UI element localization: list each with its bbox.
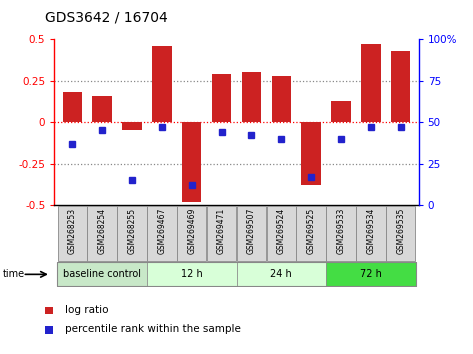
Text: GSM269535: GSM269535 (396, 207, 405, 254)
FancyBboxPatch shape (266, 206, 296, 261)
Text: GSM269525: GSM269525 (307, 207, 315, 254)
Bar (123, 122, 142, 130)
FancyBboxPatch shape (297, 206, 326, 261)
Text: time: time (2, 269, 25, 279)
FancyBboxPatch shape (177, 206, 207, 261)
Text: GDS3642 / 16704: GDS3642 / 16704 (45, 11, 168, 25)
Bar (62, 92, 82, 122)
Bar (301, 122, 321, 185)
Text: GSM269471: GSM269471 (217, 207, 226, 254)
Text: baseline control: baseline control (63, 269, 141, 279)
FancyBboxPatch shape (356, 206, 385, 261)
Text: 72 h: 72 h (360, 269, 382, 279)
Text: GSM269534: GSM269534 (367, 207, 376, 254)
Bar (272, 75, 291, 122)
Text: GSM268254: GSM268254 (97, 207, 106, 254)
Text: log ratio: log ratio (65, 305, 109, 315)
FancyBboxPatch shape (326, 262, 416, 286)
Text: GSM269507: GSM269507 (247, 207, 256, 254)
Bar (242, 72, 261, 122)
Text: 12 h: 12 h (181, 269, 202, 279)
Bar (152, 46, 172, 122)
FancyBboxPatch shape (207, 206, 236, 261)
Bar (391, 51, 411, 122)
Text: GSM269469: GSM269469 (187, 207, 196, 254)
Bar (182, 122, 201, 202)
Bar (212, 74, 231, 122)
Text: GSM269467: GSM269467 (158, 207, 166, 254)
FancyBboxPatch shape (386, 206, 415, 261)
FancyBboxPatch shape (326, 206, 356, 261)
Text: 24 h: 24 h (271, 269, 292, 279)
FancyBboxPatch shape (117, 206, 147, 261)
FancyBboxPatch shape (147, 262, 236, 286)
Text: GSM269524: GSM269524 (277, 207, 286, 254)
FancyBboxPatch shape (57, 262, 147, 286)
FancyBboxPatch shape (88, 206, 117, 261)
FancyBboxPatch shape (147, 206, 176, 261)
Text: percentile rank within the sample: percentile rank within the sample (65, 324, 241, 334)
Bar (361, 44, 381, 122)
FancyBboxPatch shape (236, 262, 326, 286)
Text: GSM268255: GSM268255 (128, 207, 137, 254)
Text: GSM269533: GSM269533 (336, 207, 345, 254)
Bar (331, 101, 350, 122)
Bar (92, 96, 112, 122)
FancyBboxPatch shape (58, 206, 87, 261)
Text: GSM268253: GSM268253 (68, 207, 77, 254)
FancyBboxPatch shape (236, 206, 266, 261)
